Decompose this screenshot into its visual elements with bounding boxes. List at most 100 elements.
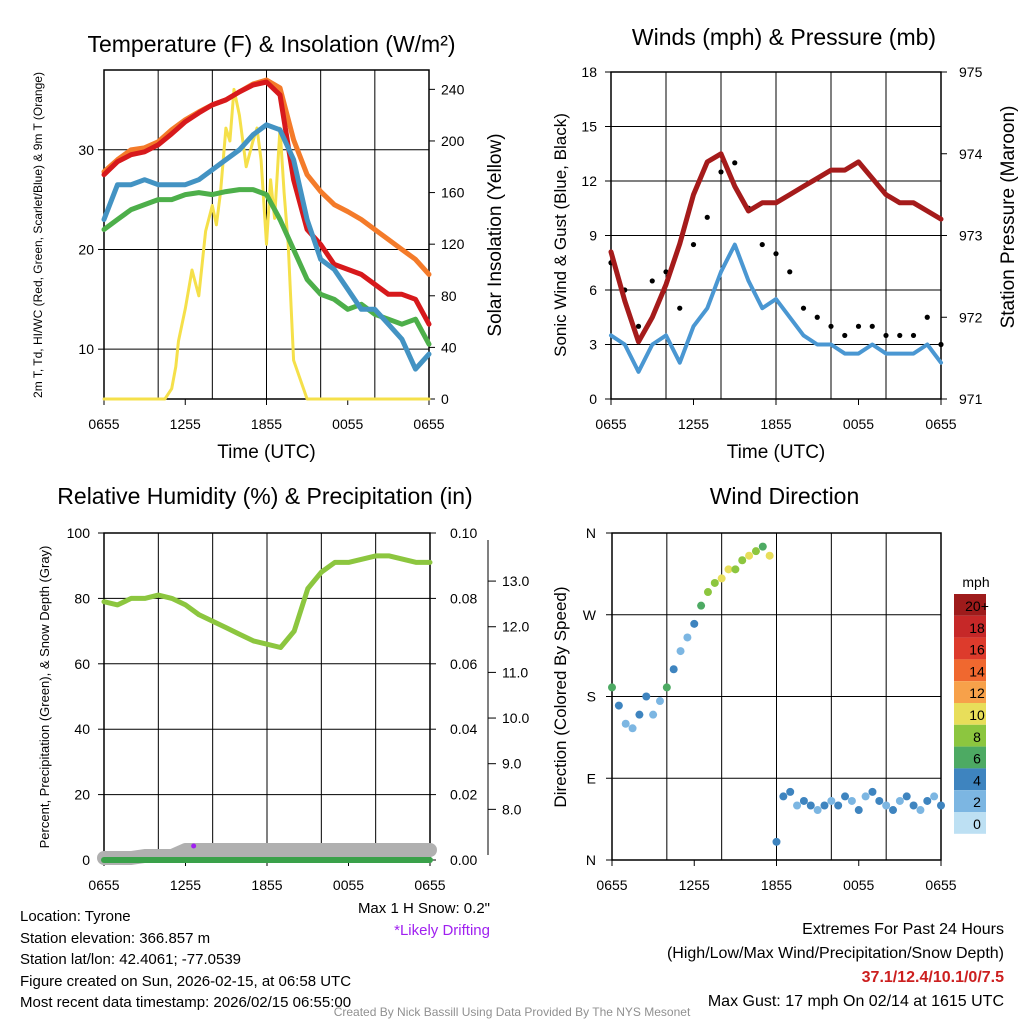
- gust-point: [828, 323, 834, 329]
- credit-text: Created By Nick Bassill Using Data Provi…: [333, 1005, 691, 1019]
- y2-tick-label: 0.06: [450, 656, 477, 672]
- y-tick-label: N: [586, 525, 596, 541]
- legend-label: 10: [969, 707, 985, 723]
- y-tick-label: 6: [589, 282, 597, 298]
- snow-tick-label: 10.0: [502, 710, 529, 726]
- gust-point: [677, 305, 683, 311]
- legend-label: 6: [973, 751, 981, 767]
- direction-point: [614, 701, 623, 710]
- direction-point: [786, 787, 795, 796]
- legend-swatch: [954, 790, 986, 812]
- direction-point: [731, 565, 740, 574]
- direction-point: [628, 724, 637, 733]
- y-tick-label: 3: [589, 337, 597, 353]
- x-tick-label: 0055: [332, 416, 363, 432]
- legend-swatch: [954, 659, 986, 682]
- y-tick-label: 20: [74, 787, 90, 803]
- gust-point: [910, 332, 917, 339]
- x-tick-label: 1255: [170, 877, 201, 893]
- gust-point: [704, 214, 710, 220]
- drifting-text: *Likely Drifting: [394, 922, 490, 939]
- gust-point: [883, 332, 889, 339]
- y-tick-label: 80: [74, 590, 90, 606]
- direction-point: [806, 801, 815, 810]
- legend-label: 8: [973, 729, 981, 745]
- gust-point: [897, 332, 903, 339]
- created-text: Figure created on Sun, 2026-02-15, at 06…: [20, 972, 352, 990]
- direction-point: [697, 601, 706, 610]
- direction-point: [669, 665, 678, 674]
- x-tick-label: 0055: [843, 877, 874, 893]
- y-axis-label: Sonic Wind & Gust (Blue, Black): [551, 113, 570, 357]
- direction-point: [683, 633, 692, 642]
- legend-label: 18: [969, 620, 985, 636]
- direction-point: [608, 683, 616, 692]
- legend-swatch: [954, 637, 986, 660]
- direction-point: [813, 806, 822, 815]
- y-tick-label: 20: [78, 241, 94, 257]
- legend-swatch: [954, 812, 986, 834]
- gust-point: [649, 278, 655, 284]
- direction-point: [690, 619, 699, 628]
- y2-tick-label: 200: [441, 133, 465, 149]
- x-tick-label: 1855: [760, 416, 791, 432]
- chart-title: Temperature (F) & Insolation (W/m²): [87, 31, 455, 57]
- y2-tick-label: 240: [441, 81, 465, 97]
- direction-point: [662, 683, 671, 692]
- x-tick-label: 0655: [88, 877, 119, 893]
- legend-label: 2: [973, 794, 981, 810]
- humidity-line: [101, 553, 433, 650]
- x-tick-label: 1255: [678, 416, 709, 432]
- direction-point: [745, 551, 754, 560]
- x-tick-label: 1255: [170, 416, 201, 432]
- y2-tick-label: 40: [441, 339, 457, 355]
- x-tick-label: 0055: [843, 416, 874, 432]
- gust-point: [773, 251, 779, 257]
- x-tick-label: 0055: [333, 877, 364, 893]
- direction-point: [703, 588, 712, 597]
- y-tick-label: 12: [581, 173, 597, 189]
- extremes-values: 37.1/12.4/10.1/0/7.5: [861, 969, 1004, 986]
- direction-point: [930, 792, 939, 801]
- legend-swatch: [954, 768, 986, 791]
- gust-point: [787, 269, 793, 275]
- y2-tick-label: 120: [441, 236, 465, 252]
- y2-tick-label: 0: [441, 391, 449, 407]
- gust-point: [938, 341, 944, 348]
- legend-swatch: [954, 681, 986, 703]
- y-tick-label: W: [583, 607, 597, 623]
- pressure-line: [608, 151, 944, 345]
- solar-line: [102, 87, 431, 401]
- x-tick-label: 0655: [88, 416, 119, 432]
- y-tick-label: 60: [74, 656, 90, 672]
- y-axis-label: 2m T, Td, HI/WC (Red, Green, Scarlet/Blu…: [31, 72, 45, 398]
- y2-tick-label: 974: [959, 146, 983, 162]
- series-line-heat_index: [101, 187, 432, 347]
- y-tick-label: 30: [78, 142, 94, 158]
- sonic-wind-line: [609, 242, 943, 374]
- direction-point: [621, 719, 630, 728]
- legend-unit: mph: [962, 574, 989, 590]
- series-line-temp: [101, 79, 432, 327]
- x-tick-label: 1855: [251, 877, 282, 893]
- extremes-title: Extremes For Past 24 Hours: [802, 921, 1004, 938]
- y-tick-label: 15: [581, 119, 597, 135]
- x-tick-label: 1255: [679, 877, 710, 893]
- direction-point: [834, 801, 843, 810]
- direction-point: [710, 578, 719, 587]
- gust-point: [635, 323, 642, 329]
- direction-point: [923, 796, 932, 805]
- y-tick-label: S: [587, 689, 596, 705]
- snow-depth-line: [97, 843, 437, 865]
- y2-axis-label: Station Pressure (Maroon): [998, 106, 1019, 329]
- direction-point: [738, 556, 747, 565]
- y2-tick-label: 0.08: [450, 590, 477, 606]
- y-tick-label: N: [586, 852, 596, 868]
- recent-text: Most recent data timestamp: 2026/02/15 0…: [20, 994, 352, 1011]
- gust-point: [800, 305, 807, 311]
- chart-title: Wind Direction: [710, 483, 860, 509]
- direction-point: [854, 806, 863, 815]
- direction-point: [717, 574, 726, 583]
- chart-title: Relative Humidity (%) & Precipitation (i…: [57, 483, 472, 509]
